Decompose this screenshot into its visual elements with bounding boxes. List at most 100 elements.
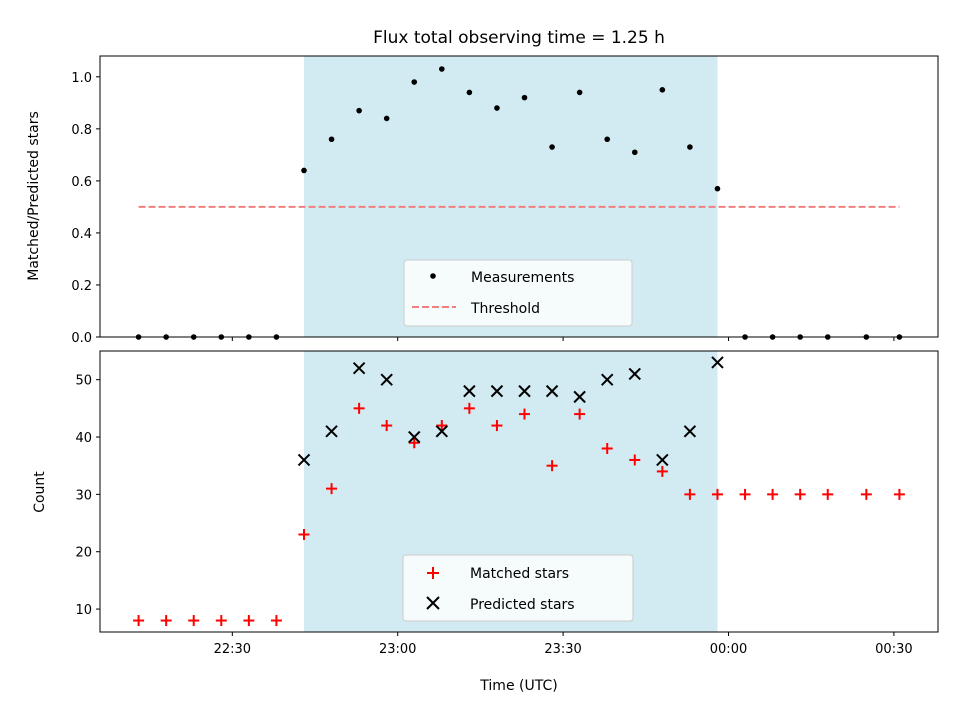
predicted-stars-point — [656, 453, 669, 467]
matched-stars-point — [463, 402, 475, 414]
predicted-stars-point — [435, 425, 449, 438]
y-tick-label: 0.2 — [71, 279, 92, 294]
measurement-point — [604, 136, 611, 143]
matched-stars-point — [767, 488, 779, 500]
measurement-point — [659, 87, 666, 93]
measurement-point — [494, 105, 500, 111]
y-tick-label: 50 — [75, 374, 92, 389]
legend-predicted-marker — [426, 596, 440, 610]
y-tick-label: 0.6 — [71, 175, 92, 190]
predicted-stars-point — [711, 356, 724, 369]
matched-stars-point — [408, 437, 420, 449]
predicted-stars-point — [601, 373, 614, 386]
matched-stars-point — [215, 615, 227, 627]
measurement-point — [687, 144, 693, 150]
legend-predicted-label: Predicted stars — [470, 597, 575, 613]
measurement-point — [301, 167, 307, 174]
legend-top: Measurements Threshold — [403, 259, 633, 327]
predicted-stars-point — [545, 384, 559, 398]
matched-stars-point — [160, 615, 172, 627]
measurement-point — [383, 115, 390, 122]
x-ticks-bottom: 22:30 23:00 23:30 00:00 00:30 — [214, 632, 913, 657]
legend-top-box — [403, 259, 633, 327]
axes-frame-top — [99, 55, 939, 338]
matched-stars-point — [326, 483, 338, 495]
measurement-point — [521, 94, 528, 101]
predicted-stars-point — [380, 373, 393, 386]
matched-stars-point — [270, 615, 282, 627]
legend-threshold-label: Threshold — [470, 301, 540, 317]
y-axis-label-top: Matched/Predicted stars — [26, 111, 42, 281]
y-tick-label: 40 — [75, 431, 92, 446]
axes-frame-bottom — [99, 350, 939, 633]
matched-stars-point — [188, 615, 200, 627]
measurement-point — [356, 107, 362, 114]
x-ticks-top — [231, 337, 895, 341]
matched-stars-point — [298, 529, 310, 541]
predicted-stars-point — [352, 361, 366, 375]
legend-matched-label: Matched stars — [470, 566, 569, 582]
x-tick-label: 22:30 — [214, 642, 251, 657]
predicted-stars-point — [518, 384, 531, 398]
predicted-stars-point — [297, 453, 311, 467]
y-tick-label: 0.8 — [71, 123, 92, 138]
matched-stars-point — [739, 488, 751, 500]
x-tick-label: 23:00 — [379, 642, 416, 657]
panel-counts: 10 20 30 40 50 22:30 23:00 23:30 00:00 00:30 Cou… — [32, 350, 939, 694]
y-ticks-top: 0.0 0.2 0.4 0.6 0.8 1.0 — [71, 71, 100, 346]
predicted-stars-points — [297, 356, 724, 467]
measurement-point — [549, 144, 555, 150]
measurement-point — [466, 89, 473, 96]
x-axis-label: Time (UTC) — [479, 678, 557, 694]
legend-measurements-label: Measurements — [471, 270, 574, 286]
matched-stars-point — [574, 408, 586, 420]
measurement-point — [714, 185, 721, 192]
matched-stars-point — [519, 408, 531, 420]
predicted-stars-point — [683, 425, 697, 438]
measurement-point — [411, 79, 418, 85]
matched-stars-point — [133, 615, 145, 627]
y-axis-label-bottom: Count — [32, 471, 48, 513]
matched-stars-point — [893, 488, 905, 500]
measurement-point — [439, 66, 445, 72]
matched-stars-point — [601, 442, 613, 454]
predicted-stars-point — [573, 390, 586, 404]
matched-stars-point — [546, 460, 558, 472]
predicted-stars-point — [325, 425, 338, 438]
matched-stars-point — [684, 488, 696, 500]
x-tick-label: 00:00 — [710, 642, 747, 657]
legend-matched-marker — [427, 567, 439, 579]
predicted-stars-point — [628, 367, 641, 381]
y-tick-label: 10 — [75, 603, 92, 618]
matched-stars-point — [491, 420, 503, 432]
legend-bottom: Matched stars Predicted stars — [402, 554, 634, 622]
measurement-point — [328, 136, 335, 143]
matched-stars-point — [353, 402, 365, 414]
predicted-stars-point — [408, 430, 421, 444]
matched-stars-point — [822, 488, 834, 500]
matched-stars-point — [436, 420, 448, 432]
y-ticks-bottom: 10 20 30 40 50 — [75, 374, 100, 618]
x-tick-label: 23:30 — [544, 642, 581, 657]
measurement-point — [576, 89, 583, 96]
predicted-stars-point — [463, 384, 476, 398]
matched-stars-point — [629, 454, 641, 466]
matched-stars-point — [243, 615, 255, 627]
matched-stars-point — [656, 465, 668, 477]
y-tick-label: 0.0 — [71, 331, 92, 346]
x-tick-label: 00:30 — [875, 642, 912, 657]
predicted-stars-point — [490, 384, 504, 398]
legend-bottom-box — [402, 554, 634, 622]
matched-stars-point — [794, 488, 806, 500]
panel-ratio: 0.0 0.2 0.4 0.6 0.8 1.0 Flux total observing … — [26, 28, 939, 346]
chart-title: Flux total observing time = 1.25 h — [373, 28, 665, 48]
legend-measurements-marker — [430, 273, 436, 279]
y-tick-label: 0.4 — [71, 227, 92, 242]
measurement-point — [631, 149, 638, 156]
matched-stars-points — [133, 402, 905, 627]
y-tick-label: 1.0 — [71, 71, 92, 86]
y-tick-label: 20 — [75, 546, 92, 561]
matched-stars-point — [711, 488, 723, 500]
matched-stars-point — [381, 420, 393, 432]
